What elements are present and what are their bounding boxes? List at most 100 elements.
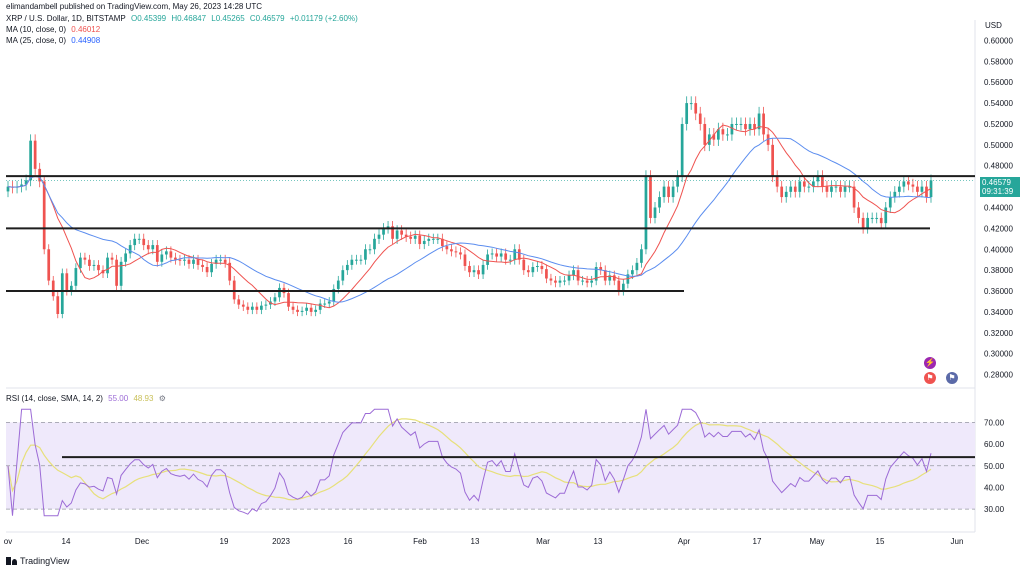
candle-body[interactable] [237,299,241,305]
candle-body[interactable] [309,307,313,312]
candle-body[interactable] [526,270,530,273]
candle-body[interactable] [644,176,648,250]
candle-body[interactable] [721,129,725,135]
candle-body[interactable] [802,181,806,187]
candle-body[interactable] [250,306,254,310]
candle-body[interactable] [395,230,399,239]
candle-body[interactable] [174,257,177,260]
candle-body[interactable] [6,186,10,192]
candle-body[interactable] [848,186,851,188]
candle-body[interactable] [318,303,322,310]
candle-body[interactable] [558,280,562,283]
candle-body[interactable] [825,186,829,192]
candle-body[interactable] [680,123,684,177]
candle-body[interactable] [775,176,779,187]
candle-body[interactable] [925,186,928,198]
candle-body[interactable] [771,144,774,177]
candle-body[interactable] [332,288,336,302]
candle-body[interactable] [382,228,385,235]
candle-body[interactable] [38,168,42,182]
candle-body[interactable] [807,186,811,188]
tradingview-logo[interactable]: TradingView [6,556,70,566]
candle-body[interactable] [712,134,716,140]
candle-body[interactable] [581,280,584,282]
candle-body[interactable] [205,267,209,273]
candle-body[interactable] [793,186,797,192]
candle-body[interactable] [744,123,747,130]
candle-body[interactable] [477,270,480,275]
candle-body[interactable] [563,280,566,282]
candle-body[interactable] [83,257,87,260]
candle-body[interactable] [888,197,892,208]
candle-body[interactable] [345,264,349,271]
candle-body[interactable] [617,280,621,292]
candle-body[interactable] [857,207,860,218]
candle-body[interactable] [422,240,426,245]
candle-body[interactable] [92,264,96,266]
candle-body[interactable] [409,236,413,239]
candle-body[interactable] [694,103,698,114]
lightning-event-icon[interactable]: ⚡ [924,357,936,369]
candle-body[interactable] [798,181,802,192]
candle-body[interactable] [115,259,118,286]
candle-body[interactable] [572,270,575,276]
candle-body[interactable] [861,217,865,229]
candle-body[interactable] [20,184,23,187]
candle-body[interactable] [178,259,182,261]
candle-body[interactable] [866,217,870,229]
candle-body[interactable] [88,259,91,266]
candle-body[interactable] [440,238,444,247]
candle-body[interactable] [821,176,824,187]
candle-body[interactable] [472,270,476,273]
candle-body[interactable] [228,262,232,281]
candle-body[interactable] [780,186,784,198]
candle-body[interactable] [689,103,693,105]
candle-body[interactable] [341,270,345,281]
candle-body[interactable] [60,273,64,314]
candle-body[interactable] [676,176,679,187]
candle-body[interactable] [106,257,109,274]
candle-body[interactable] [662,186,666,198]
candle-body[interactable] [119,261,123,286]
candle-body[interactable] [214,259,218,264]
candle-body[interactable] [843,186,847,192]
candle-body[interactable] [377,234,381,239]
candle-body[interactable] [124,253,127,262]
candle-body[interactable] [789,186,793,192]
candle-body[interactable] [870,217,874,219]
candle-body[interactable] [545,269,548,279]
candle-body[interactable] [445,246,449,250]
candle-body[interactable] [210,263,213,273]
rsi-legend[interactable]: RSI (14, close, SMA, 14, 2) 55.00 48.93 … [6,394,169,403]
candle-body[interactable] [567,275,571,281]
candle-body[interactable] [287,293,290,307]
candle-body[interactable] [830,186,833,192]
ma10-legend[interactable]: MA (10, close, 0) 0.46012 [6,25,103,34]
candle-body[interactable] [707,134,711,145]
candle-body[interactable] [155,245,159,262]
candle-body[interactable] [852,186,856,208]
candle-body[interactable] [327,301,331,304]
candle-body[interactable] [879,217,883,224]
candle-body[interactable] [223,259,227,263]
candle-body[interactable] [911,184,915,187]
candle-body[interactable] [427,238,431,241]
candle-body[interactable] [373,238,376,250]
candle-body[interactable] [531,267,535,273]
candle-body[interactable] [897,186,901,192]
candle-body[interactable] [504,253,508,260]
candle-body[interactable] [517,249,521,260]
candle-body[interactable] [599,267,603,271]
candle-body[interactable] [716,129,720,140]
candle-body[interactable] [468,265,471,273]
candle-body[interactable] [594,267,598,281]
candle-body[interactable] [359,259,363,261]
candle-body[interactable] [549,278,553,281]
candle-body[interactable] [246,306,250,310]
candle-body[interactable] [133,238,137,246]
candle-body[interactable] [51,280,55,297]
candle-body[interactable] [137,238,141,240]
candle-body[interactable] [305,307,308,311]
candle-body[interactable] [110,257,114,260]
us-flag-event-icon-2[interactable]: ⚑ [946,372,958,384]
